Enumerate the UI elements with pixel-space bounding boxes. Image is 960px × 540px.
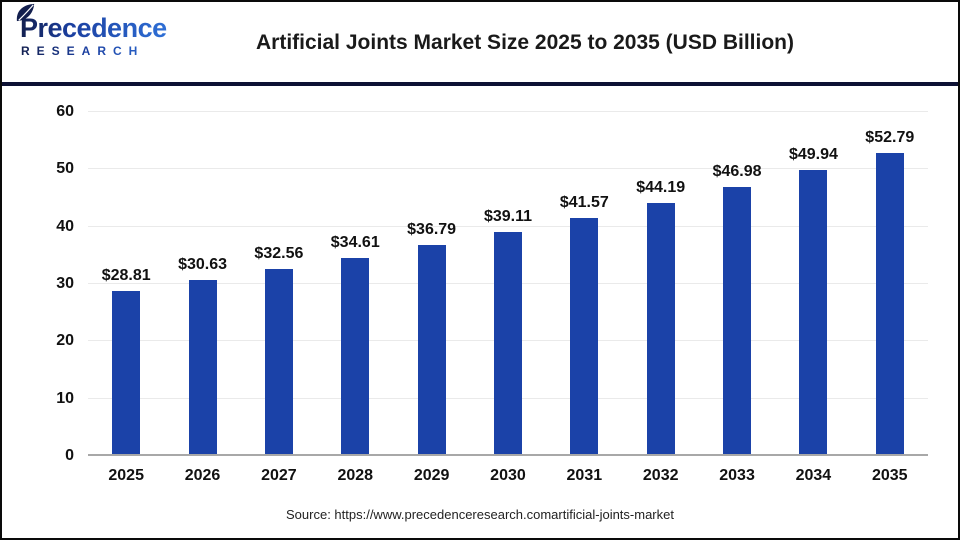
y-axis-tick-label: 20 (56, 332, 74, 350)
x-axis-label-2029: 2029 (413, 467, 450, 484)
gridline (88, 111, 928, 112)
source-text: Source: https://www.precedenceresearch.c… (286, 507, 674, 522)
bar-value-label: $46.98 (712, 162, 762, 180)
x-axis-label-2025: 2025 (108, 467, 144, 484)
y-axis-tick-label: 0 (65, 447, 74, 464)
bar-2028 (341, 257, 370, 456)
bar-value-label: $36.79 (407, 221, 457, 239)
bar-value-label: $39.11 (483, 207, 532, 225)
x-axis-label-2032: 2032 (642, 467, 679, 484)
bar-chart: 0 10 20 30 40 50 60 $28.81 2025 $30.63 2026 $32.56… (2, 86, 958, 538)
bar-group-2027: $32.56 2027 (241, 112, 317, 484)
bar-2035 (875, 153, 904, 456)
bar-group-2026: $30.63 2026 (164, 112, 240, 484)
bar-value-label: $52.79 (865, 129, 915, 147)
y-axis: 0 10 20 30 40 50 60 (2, 103, 74, 464)
y-axis-tick-label: 40 (56, 217, 74, 235)
bar-group-2028: $34.61 2028 (317, 112, 393, 484)
x-axis-label-2033: 2033 (719, 467, 755, 484)
bar-2031 (570, 217, 599, 456)
chart-title: Artificial Joints Market Size 2025 to 20… (256, 31, 794, 54)
y-axis-tick-label: 30 (56, 275, 74, 292)
x-axis-line (88, 454, 928, 456)
leaf-icon (16, 3, 35, 22)
logo-wordmark: Precedence (20, 13, 167, 43)
plot-area: $28.81 2025 $30.63 2026 $32.56 2027 $34.61 2028… (88, 111, 928, 484)
bar-value-label: $28.81 (101, 266, 151, 284)
gridline (88, 225, 928, 227)
bar-group-2033: $46.98 2033 (699, 112, 775, 484)
bar-group-2031: $41.57 2031 (546, 112, 622, 484)
bar-group-2034: $49.94 2034 (775, 112, 851, 484)
bar-value-label: $32.56 (254, 245, 304, 263)
gridline (88, 168, 928, 170)
bar-2034 (799, 169, 828, 456)
bars-container: $28.81 2025 $30.63 2026 $32.56 2027 $34.61 2028… (88, 112, 928, 484)
x-axis-label-2034: 2034 (795, 467, 832, 484)
x-axis-label-2027: 2027 (261, 467, 297, 484)
bar-value-label: $41.57 (559, 193, 609, 211)
bar-group-2035: $52.79 2035 (852, 112, 928, 484)
bar-value-label: $44.19 (636, 178, 686, 196)
bar-group-2030: $39.11 2030 (470, 112, 546, 484)
bar-2027 (264, 269, 293, 456)
header-divider (2, 82, 958, 86)
bar-2030 (493, 231, 522, 456)
x-axis-label-2030: 2030 (490, 467, 526, 484)
bar-2033 (723, 186, 752, 456)
x-axis-label-2031: 2031 (566, 467, 603, 484)
bar-value-label: $34.61 (330, 233, 380, 251)
x-axis-label-2026: 2026 (184, 467, 221, 484)
precedence-research-logo: Precedence RESEARCH (16, 3, 167, 57)
bar-value-label: $49.94 (788, 145, 838, 163)
logo-research-label: RESEARCH (19, 45, 167, 57)
x-axis-label-2035: 2035 (871, 467, 908, 484)
x-axis-label-2028: 2028 (337, 467, 374, 484)
bar-group-2032: $44.19 2032 (623, 112, 699, 484)
bar-2026 (188, 280, 217, 456)
y-axis-tick-label: 50 (56, 160, 74, 178)
header: Precedence RESEARCH Artificial Joints Ma… (2, 2, 958, 82)
bar-value-label: $30.63 (178, 256, 227, 274)
y-axis-tick-label: 60 (56, 103, 74, 120)
bar-2025 (112, 290, 141, 456)
y-axis-tick-label: 10 (56, 389, 74, 407)
bar-group-2025: $28.81 2025 (88, 112, 164, 484)
bar-group-2029: $36.79 2029 (393, 112, 469, 484)
bar-2032 (646, 202, 675, 456)
bar-2029 (417, 245, 446, 456)
